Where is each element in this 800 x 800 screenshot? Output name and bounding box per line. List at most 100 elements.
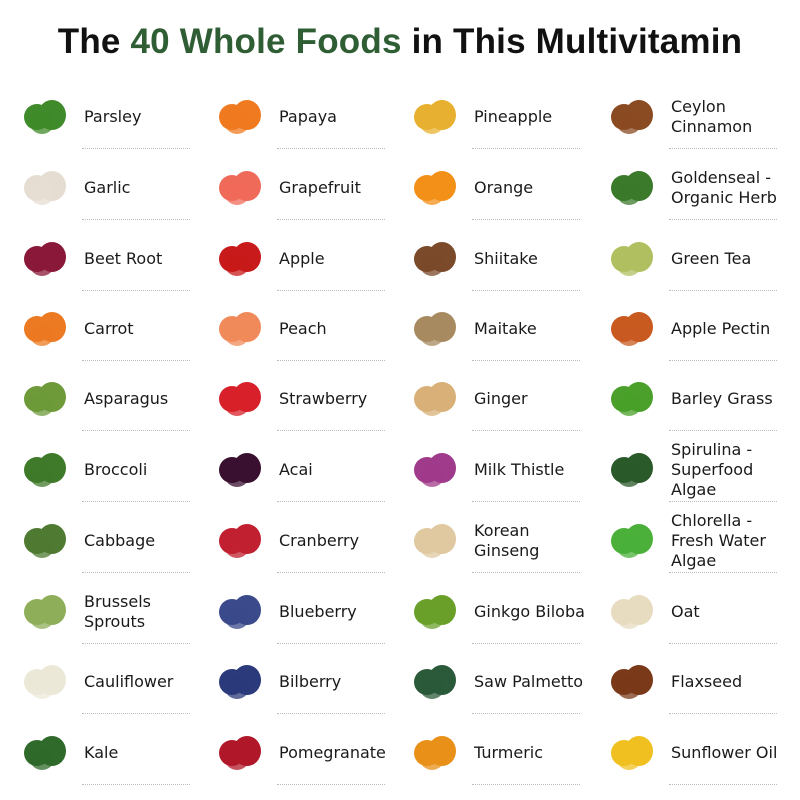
broccoli-icon [20,451,68,489]
turmeric-icon [410,734,458,772]
cranberry-icon [215,522,263,560]
food-label: Broccoli [84,460,148,479]
food-item: Parsley [16,86,206,156]
divider [472,360,580,361]
food-label: Apple Pectin [671,319,771,338]
food-item: Cabbage [16,510,206,580]
food-label: Cranberry [279,531,360,550]
title-highlight: 40 Whole Foods [130,22,402,61]
spirulina-icon [607,451,655,489]
food-label: Apple [279,249,325,268]
food-label: Sunflower Oil [671,743,778,762]
food-item: Strawberry [211,368,401,438]
food-item: Korean Ginseng [406,510,596,580]
food-label: Brussels Sprouts [84,592,151,631]
kale-icon [20,734,68,772]
divider [669,219,777,220]
food-label: Pineapple [474,107,553,126]
sunflower-oil-icon [607,734,655,772]
divider [472,784,580,785]
food-item: Kale [16,722,206,792]
food-item: Pineapple [406,86,596,156]
saw-palmetto-icon [410,663,458,701]
divider [277,290,385,291]
divider [277,643,385,644]
food-label: Barley Grass [671,389,773,408]
divider [472,148,580,149]
food-item: Broccoli [16,439,206,509]
divider [669,501,777,502]
food-item: Grapefruit [211,157,401,227]
food-item: Turmeric [406,722,596,792]
food-item: Asparagus [16,368,206,438]
divider [669,643,777,644]
food-label: Maitake [474,319,537,338]
food-item: Goldenseal - Organic Herb [603,157,793,227]
food-item: Ginkgo Biloba [406,581,596,651]
food-label: Beet Root [84,249,163,268]
food-label: Cabbage [84,531,156,550]
divider [669,148,777,149]
food-label: Grapefruit [279,178,361,197]
food-item: Orange [406,157,596,227]
divider [472,501,580,502]
food-item: Carrot [16,298,206,368]
shiitake-icon [410,240,458,278]
food-item: Ceylon Cinnamon [603,86,793,156]
milk-thistle-icon [410,451,458,489]
barley-grass-icon [607,380,655,418]
cauliflower-icon [20,663,68,701]
food-item: Flaxseed [603,651,793,721]
food-label: Green Tea [671,249,752,268]
food-item: Spirulina - Superfood Algae [603,439,793,509]
green-tea-icon [607,240,655,278]
papaya-icon [215,98,263,136]
divider [472,713,580,714]
food-item: Brussels Sprouts [16,581,206,651]
ceylon-cinnamon-icon [607,98,655,136]
divider [277,784,385,785]
food-label: Shiitake [474,249,538,268]
divider [669,360,777,361]
food-item: Garlic [16,157,206,227]
food-label: Goldenseal - Organic Herb [671,168,777,207]
cabbage-icon [20,522,68,560]
grapefruit-icon [215,169,263,207]
food-item: Papaya [211,86,401,156]
divider [472,290,580,291]
peach-icon [215,310,263,348]
food-item: Bilberry [211,651,401,721]
divider [82,148,190,149]
divider [472,643,580,644]
asparagus-icon [20,380,68,418]
food-item: Apple Pectin [603,298,793,368]
divider [82,219,190,220]
oat-icon [607,593,655,631]
bilberry-icon [215,663,263,701]
food-label: Bilberry [279,672,342,691]
food-label: Peach [279,319,327,338]
divider [82,290,190,291]
food-item: Green Tea [603,228,793,298]
food-label: Acai [279,460,313,479]
food-item: Cranberry [211,510,401,580]
brussels-sprouts-icon [20,593,68,631]
food-label: Asparagus [84,389,169,408]
chlorella-icon [607,522,655,560]
food-item: Milk Thistle [406,439,596,509]
food-item: Beet Root [16,228,206,298]
food-item: Chlorella - Fresh Water Algae [603,510,793,580]
divider [669,784,777,785]
food-item: Acai [211,439,401,509]
orange-icon [410,169,458,207]
divider [277,572,385,573]
divider [82,713,190,714]
food-label: Pomegranate [279,743,386,762]
food-item: Sunflower Oil [603,722,793,792]
divider [669,572,777,573]
beet-root-icon [20,240,68,278]
food-label: Oat [671,602,700,621]
food-label: Ceylon Cinnamon [671,97,753,136]
garlic-icon [20,169,68,207]
food-label: Garlic [84,178,131,197]
